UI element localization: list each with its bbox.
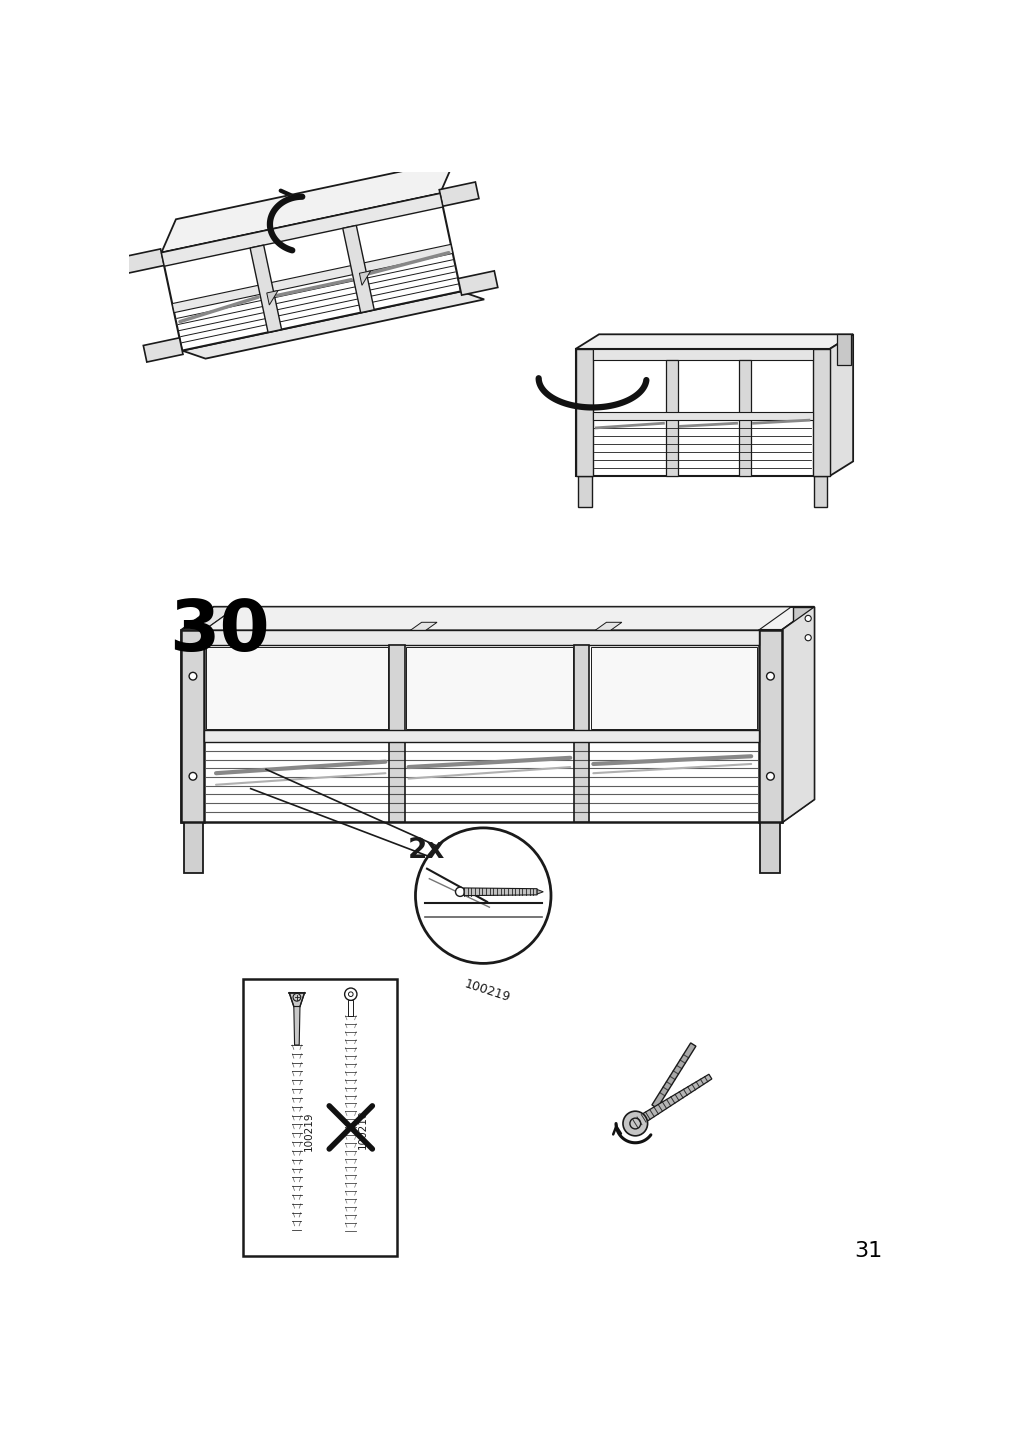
Polygon shape [250, 245, 281, 332]
Text: 30: 30 [169, 597, 270, 666]
Polygon shape [348, 1001, 353, 1015]
Polygon shape [181, 630, 782, 822]
Polygon shape [181, 607, 814, 630]
Circle shape [766, 772, 773, 780]
Text: 100219: 100219 [462, 977, 512, 1004]
Polygon shape [204, 607, 791, 630]
Circle shape [416, 828, 550, 964]
Polygon shape [573, 623, 621, 646]
Polygon shape [204, 630, 758, 646]
Text: 31: 31 [853, 1242, 882, 1262]
Text: 100219: 100219 [303, 1111, 313, 1151]
Polygon shape [389, 623, 437, 646]
Polygon shape [161, 193, 443, 266]
Polygon shape [405, 647, 572, 729]
Polygon shape [172, 245, 452, 312]
Polygon shape [812, 349, 829, 475]
Polygon shape [181, 607, 237, 630]
Circle shape [766, 673, 773, 680]
Circle shape [805, 634, 811, 640]
Polygon shape [592, 412, 812, 420]
Circle shape [345, 988, 357, 1001]
Polygon shape [651, 1042, 696, 1108]
Text: 2x: 2x [407, 836, 445, 863]
Circle shape [623, 1111, 647, 1136]
Polygon shape [575, 349, 829, 475]
Polygon shape [592, 349, 812, 359]
Polygon shape [267, 291, 278, 305]
Polygon shape [206, 647, 387, 729]
Polygon shape [590, 647, 756, 729]
Polygon shape [181, 630, 204, 822]
Polygon shape [537, 889, 543, 894]
Polygon shape [289, 992, 304, 1007]
Polygon shape [573, 646, 588, 822]
Polygon shape [243, 979, 396, 1256]
Polygon shape [293, 1007, 299, 1045]
Polygon shape [463, 888, 537, 895]
Text: 100218: 100218 [357, 1110, 367, 1148]
Polygon shape [124, 249, 164, 274]
Polygon shape [575, 349, 592, 475]
Polygon shape [575, 334, 852, 349]
Polygon shape [389, 646, 404, 822]
Circle shape [805, 616, 811, 621]
Polygon shape [665, 359, 677, 475]
Polygon shape [215, 607, 235, 657]
Circle shape [189, 673, 196, 680]
Polygon shape [144, 338, 183, 362]
Polygon shape [204, 730, 758, 742]
Polygon shape [577, 475, 591, 507]
Polygon shape [836, 334, 850, 365]
Polygon shape [758, 630, 782, 822]
Circle shape [189, 772, 196, 780]
Polygon shape [632, 1074, 711, 1127]
Polygon shape [359, 271, 370, 285]
Polygon shape [738, 359, 750, 475]
Polygon shape [184, 822, 203, 872]
Polygon shape [792, 607, 811, 657]
Polygon shape [182, 291, 483, 358]
Polygon shape [782, 607, 814, 822]
Polygon shape [782, 607, 814, 822]
Polygon shape [161, 193, 460, 351]
Polygon shape [829, 334, 852, 475]
Polygon shape [343, 225, 374, 312]
Circle shape [455, 888, 464, 896]
Polygon shape [161, 160, 454, 252]
Polygon shape [813, 475, 827, 507]
Polygon shape [439, 182, 478, 206]
Polygon shape [759, 822, 778, 872]
Polygon shape [458, 271, 497, 295]
